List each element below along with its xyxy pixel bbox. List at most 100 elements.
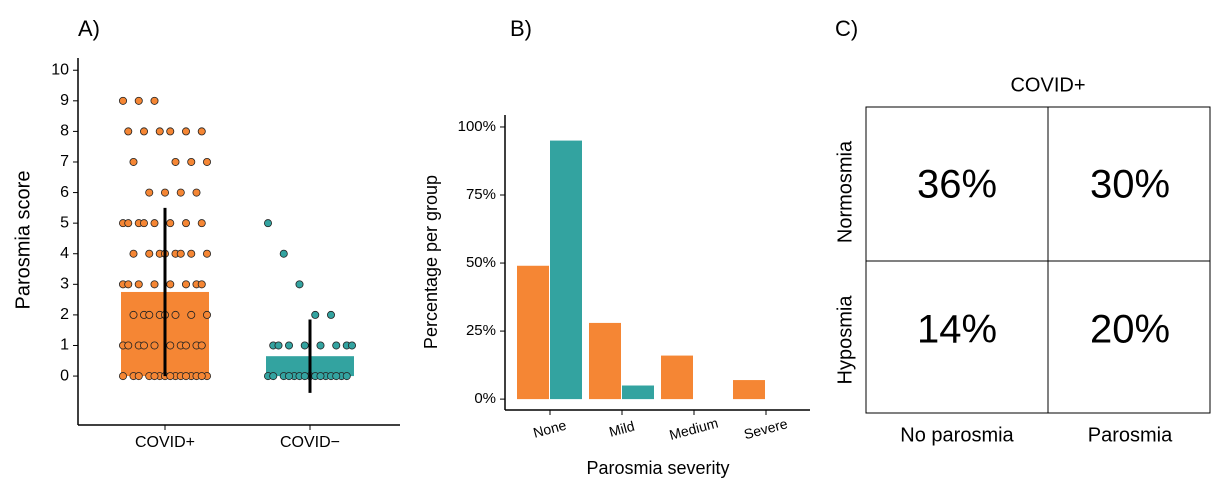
point: [150, 280, 159, 289]
point: [150, 341, 159, 350]
point: [187, 249, 196, 258]
panel-label: B): [510, 16, 532, 41]
column-label: No parosmia: [900, 424, 1014, 446]
cell-value: 30%: [1090, 163, 1170, 207]
y-tick-label: 3: [60, 276, 69, 293]
bar: [622, 385, 654, 400]
point: [139, 341, 148, 350]
point: [129, 249, 138, 258]
point: [284, 341, 293, 350]
point: [166, 341, 175, 350]
point: [129, 310, 138, 319]
y-tick-label: 4: [60, 245, 69, 262]
point: [166, 372, 175, 381]
y-tick-label: 0%: [474, 390, 496, 407]
point: [134, 280, 143, 289]
point: [139, 219, 148, 228]
row-label: Hyposmia: [834, 295, 856, 385]
point: [166, 219, 175, 228]
point: [300, 372, 309, 381]
point: [124, 341, 133, 350]
point: [187, 310, 196, 319]
cell-value: 36%: [917, 163, 997, 207]
y-tick-label: 75%: [466, 186, 496, 203]
y-tick-label: 10: [51, 61, 69, 78]
point: [145, 249, 154, 258]
point: [263, 219, 272, 228]
point: [171, 310, 180, 319]
point: [119, 96, 128, 105]
point: [332, 372, 341, 381]
y-tick-label: 7: [60, 153, 69, 170]
point: [176, 249, 185, 258]
table-frame: [865, 106, 1211, 414]
y-tick-label: 5: [60, 214, 69, 231]
point: [269, 372, 278, 381]
point: [202, 249, 211, 258]
cell-value: 20%: [1090, 308, 1170, 352]
point: [181, 341, 190, 350]
point: [171, 157, 180, 166]
x-tick-label: None: [531, 417, 568, 441]
y-tick-label: 50%: [466, 254, 496, 271]
point: [332, 341, 341, 350]
x-tick-label: Medium: [668, 415, 720, 443]
y-axis-label: Percentage per group: [421, 175, 441, 349]
bar: [517, 265, 549, 400]
point: [150, 372, 159, 381]
x-tick-label: COVID+: [135, 434, 195, 451]
point: [197, 280, 206, 289]
bar: [661, 355, 693, 400]
y-tick-label: 8: [60, 123, 69, 140]
point: [181, 127, 190, 136]
x-tick-label: Severe: [742, 415, 789, 442]
x-tick-label: COVID−: [280, 434, 340, 451]
point: [129, 157, 138, 166]
point: [134, 372, 143, 381]
point: [202, 310, 211, 319]
point: [274, 341, 283, 350]
point: [124, 127, 133, 136]
x-axis-label: Parosmia severity: [586, 458, 729, 478]
point: [202, 157, 211, 166]
row-label: Normosmia: [834, 140, 856, 243]
y-tick-label: 2: [60, 306, 69, 323]
point: [145, 310, 154, 319]
y-tick-label: 100%: [458, 118, 496, 135]
point: [150, 96, 159, 105]
panel-label: A): [78, 16, 100, 41]
point: [192, 188, 201, 197]
point: [181, 219, 190, 228]
point: [155, 127, 164, 136]
point: [316, 341, 325, 350]
point: [166, 280, 175, 289]
y-tick-label: 9: [60, 92, 69, 109]
point: [279, 249, 288, 258]
point: [160, 188, 169, 197]
point: [197, 219, 206, 228]
point: [284, 372, 293, 381]
y-tick-label: 0: [60, 367, 69, 384]
point: [197, 372, 206, 381]
point: [176, 188, 185, 197]
point: [300, 341, 309, 350]
point: [347, 341, 356, 350]
cell-value: 14%: [917, 308, 997, 352]
point: [119, 372, 128, 381]
bar: [550, 140, 582, 400]
column-label: Parosmia: [1088, 424, 1173, 446]
point: [326, 310, 335, 319]
bar: [589, 322, 621, 400]
y-axis-label: Parosmia score: [12, 171, 34, 310]
point: [197, 127, 206, 136]
point: [311, 310, 320, 319]
point: [166, 127, 175, 136]
x-tick-label: Mild: [607, 418, 636, 440]
point: [295, 280, 304, 289]
point: [124, 280, 133, 289]
point: [134, 96, 143, 105]
panel-label: C): [835, 16, 858, 41]
y-tick-label: 6: [60, 184, 69, 201]
point: [145, 188, 154, 197]
